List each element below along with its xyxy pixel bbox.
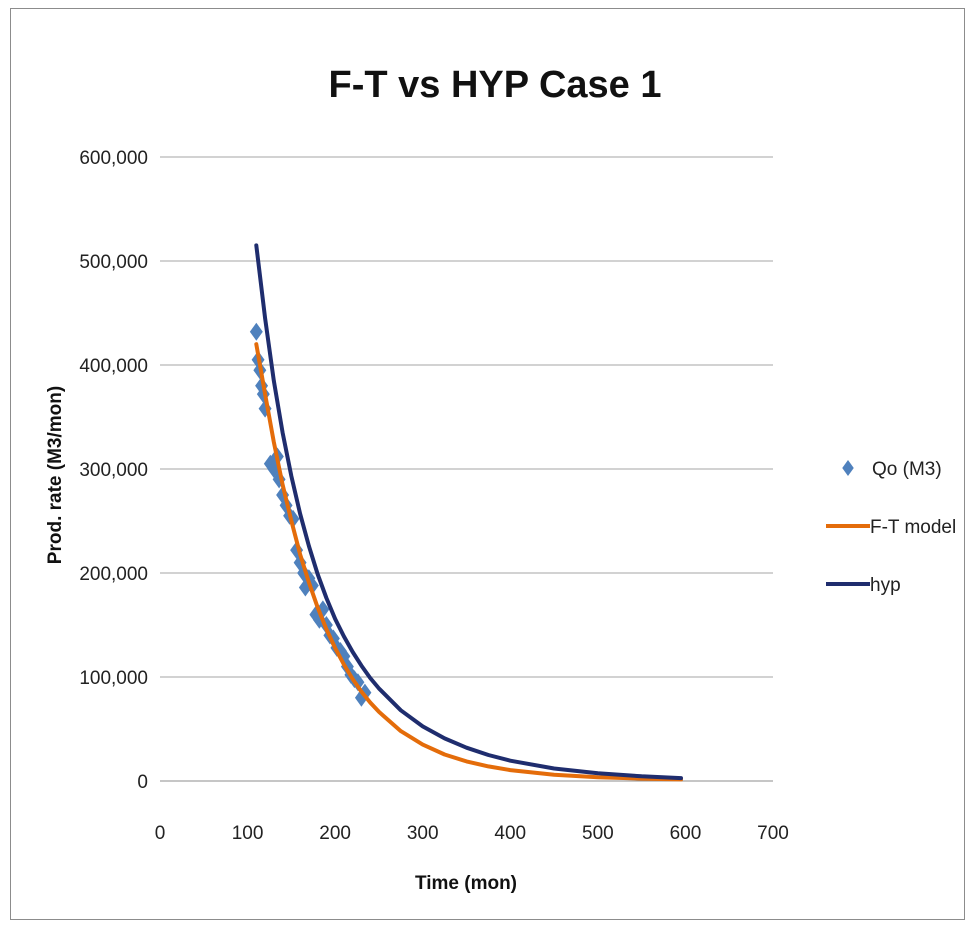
hyp-series-line — [254, 243, 683, 781]
x-tick-label: 300 — [407, 823, 439, 844]
x-tick-label: 100 — [232, 823, 264, 844]
x-axis-ticks: 0 100 200 300 400 500 600 700 — [155, 823, 789, 844]
qo-data-point — [249, 322, 263, 341]
y-tick-label: 0 — [137, 772, 148, 793]
plot-series — [249, 243, 683, 782]
y-axis-ticks: 0 100,000 200,000 300,000 400,000 500,000 600,… — [79, 148, 148, 793]
chart-title: F-T vs HYP Case 1 — [328, 64, 661, 106]
x-axis-title: Time (mon) — [415, 873, 517, 894]
qo-data-point — [351, 673, 365, 692]
x-tick-label: 700 — [757, 823, 789, 844]
x-tick-label: 0 — [155, 823, 166, 844]
chart-svg: F-T vs HYP Case 1 0 100,000 200,000 300,000… — [45, 64, 956, 894]
gridlines — [160, 156, 773, 782]
x-tick-label: 500 — [582, 823, 614, 844]
y-tick-label: 300,000 — [79, 460, 148, 481]
qo-data-point — [354, 688, 368, 707]
x-tick-label: 600 — [670, 823, 702, 844]
y-axis-title: Prod. rate (M3/mon) — [45, 386, 66, 564]
x-tick-label: 400 — [494, 823, 526, 844]
qo-data-point — [293, 553, 307, 572]
qo-data-point — [290, 541, 304, 560]
legend-label: F-T model — [870, 517, 956, 538]
qo-data-point — [309, 605, 323, 624]
qo-data-point — [358, 683, 372, 702]
chart-frame: F-T vs HYP Case 1 0 100,000 200,000 300,000… — [10, 8, 965, 920]
qo-data-point — [263, 454, 277, 473]
legend-marker-qo — [842, 460, 854, 476]
y-tick-label: 400,000 — [79, 356, 148, 377]
qo-data-point — [305, 576, 319, 595]
ft-model-series-line — [254, 342, 683, 782]
qo-data-point — [298, 578, 312, 597]
y-tick-label: 200,000 — [79, 564, 148, 585]
qo-data-point — [272, 470, 286, 489]
legend-label: Qo (M3) — [872, 459, 942, 480]
x-tick-label: 200 — [319, 823, 351, 844]
legend-label: hyp — [870, 575, 901, 596]
y-tick-label: 600,000 — [79, 148, 148, 169]
qo-data-point — [258, 399, 272, 418]
y-tick-label: 500,000 — [79, 252, 148, 273]
legend: Qo (M3) F-T model hyp — [826, 459, 956, 596]
y-tick-label: 100,000 — [79, 668, 148, 689]
